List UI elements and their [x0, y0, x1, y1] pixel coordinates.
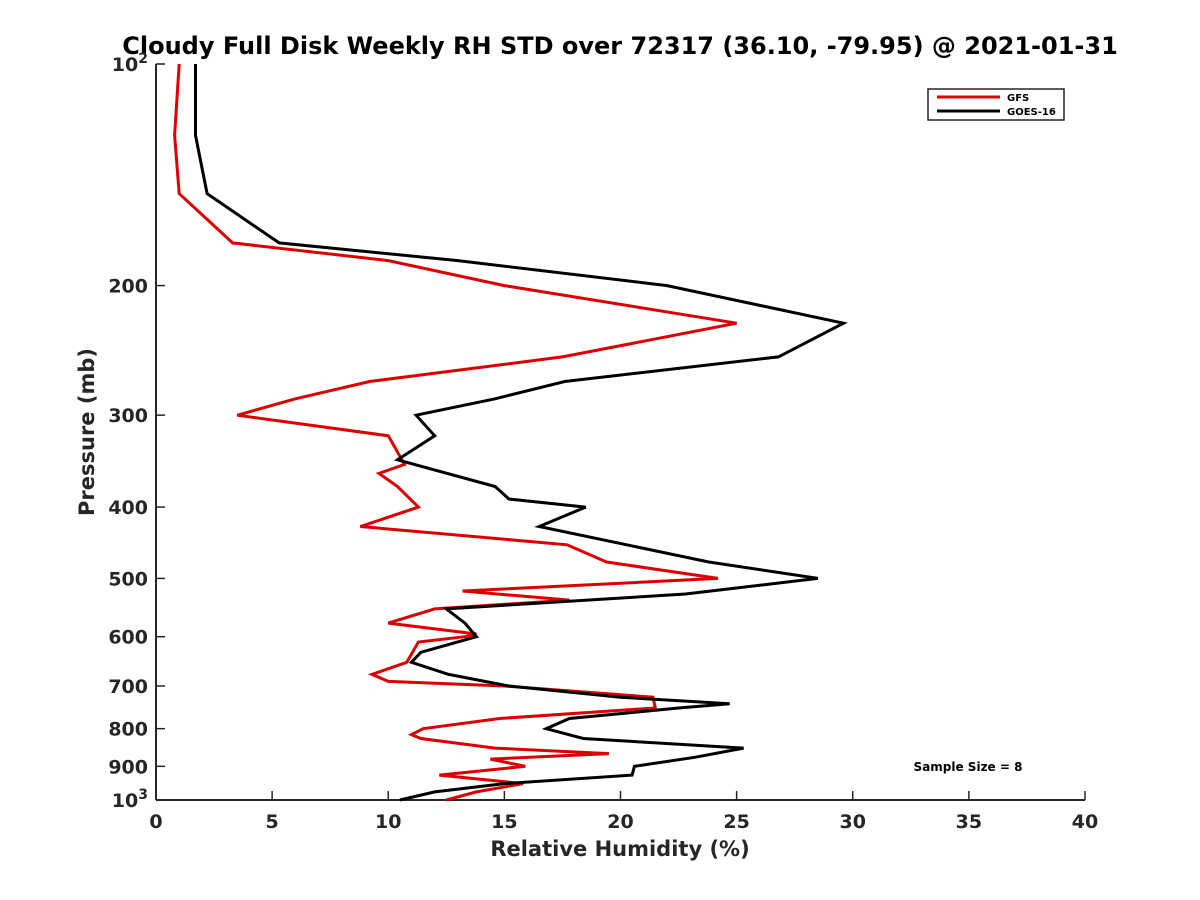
y-axis-ticks: 102 200 300 400 500 600 700 800 900 103	[108, 51, 165, 812]
x-tick-label: 35	[956, 811, 982, 833]
y-tick-label: 400	[108, 497, 148, 519]
legend: GFS GOES-16	[927, 88, 1065, 121]
legend-label-gfs: GFS	[1007, 93, 1029, 104]
x-tick-label: 25	[723, 811, 749, 833]
series-line-gfs	[173, 63, 737, 802]
y-tick-label: 900	[108, 756, 148, 778]
plot-area	[155, 64, 1085, 801]
x-tick-label: 40	[1072, 811, 1098, 833]
y-tick-label: 200	[108, 276, 148, 298]
x-tick-label: 5	[266, 811, 279, 833]
x-tick-label: 20	[607, 811, 633, 833]
y-tick-label: 103	[112, 787, 148, 812]
x-tick-label: 0	[149, 811, 162, 833]
series-line-goes16	[194, 64, 848, 802]
y-axis-label: Pressure (mb)	[75, 348, 99, 516]
chart-title: Cloudy Full Disk Weekly RH STD over 7231…	[122, 32, 1118, 60]
y-tick-label: 102	[112, 51, 148, 76]
series-layer	[173, 63, 848, 802]
y-tick-label: 500	[108, 568, 148, 590]
x-tick-label: 10	[375, 811, 401, 833]
y-tick-label: 800	[108, 719, 148, 741]
y-tick-label: 600	[108, 627, 148, 649]
sample-size-annotation: Sample Size = 8	[914, 760, 1023, 774]
x-tick-label: 15	[491, 811, 517, 833]
x-axis-label: Relative Humidity (%)	[490, 837, 749, 861]
x-tick-label: 30	[840, 811, 866, 833]
legend-box	[927, 88, 1065, 121]
x-axis-ticks: 0 5 10 15 20 25 30 35 40	[149, 791, 1098, 833]
legend-label-goes16: GOES-16	[1007, 107, 1056, 118]
y-tick-label: 300	[108, 405, 148, 427]
y-tick-label: 700	[108, 676, 148, 698]
